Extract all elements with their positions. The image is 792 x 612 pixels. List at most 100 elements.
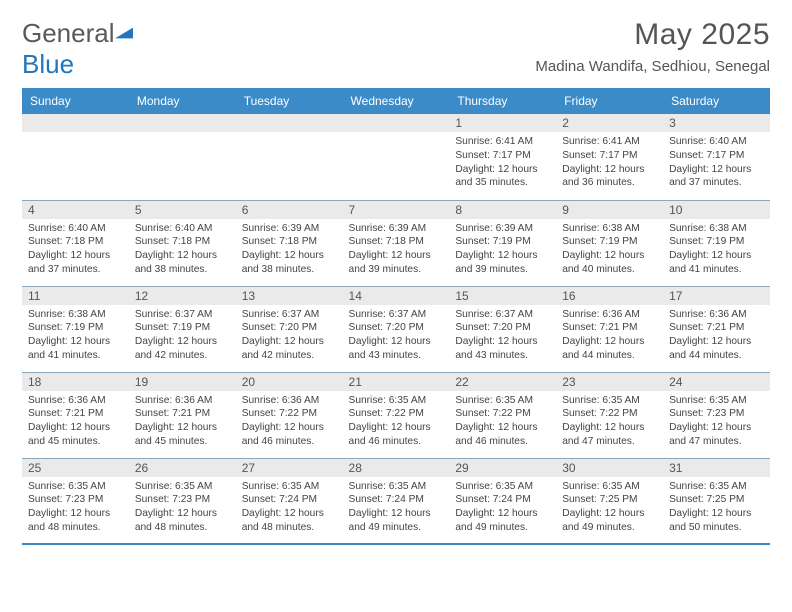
calendar-day-cell: 15Sunrise: 6:37 AMSunset: 7:20 PMDayligh… — [449, 286, 556, 372]
daylight-text: Daylight: 12 hours and 49 minutes. — [562, 507, 657, 535]
weekday-header: Wednesday — [343, 88, 450, 114]
sunset-text: Sunset: 7:20 PM — [349, 321, 444, 335]
day-details: Sunrise: 6:35 AMSunset: 7:25 PMDaylight:… — [663, 477, 770, 537]
calendar-day-cell: 5Sunrise: 6:40 AMSunset: 7:18 PMDaylight… — [129, 200, 236, 286]
daylight-text: Daylight: 12 hours and 48 minutes. — [135, 507, 230, 535]
sunrise-text: Sunrise: 6:35 AM — [455, 394, 550, 408]
day-details: Sunrise: 6:39 AMSunset: 7:19 PMDaylight:… — [449, 219, 556, 279]
date-number: 4 — [22, 201, 129, 219]
sunset-text: Sunset: 7:24 PM — [349, 493, 444, 507]
date-number: 17 — [663, 287, 770, 305]
sunset-text: Sunset: 7:18 PM — [242, 235, 337, 249]
date-number: 29 — [449, 459, 556, 477]
date-number: 8 — [449, 201, 556, 219]
calendar-day-cell: 12Sunrise: 6:37 AMSunset: 7:19 PMDayligh… — [129, 286, 236, 372]
day-details: Sunrise: 6:39 AMSunset: 7:18 PMDaylight:… — [236, 219, 343, 279]
calendar-day-cell: 8Sunrise: 6:39 AMSunset: 7:19 PMDaylight… — [449, 200, 556, 286]
sunrise-text: Sunrise: 6:36 AM — [28, 394, 123, 408]
calendar-week-row: 1Sunrise: 6:41 AMSunset: 7:17 PMDaylight… — [22, 114, 770, 200]
day-details: Sunrise: 6:37 AMSunset: 7:20 PMDaylight:… — [449, 305, 556, 365]
day-details: Sunrise: 6:36 AMSunset: 7:21 PMDaylight:… — [129, 391, 236, 451]
sunset-text: Sunset: 7:18 PM — [349, 235, 444, 249]
date-number: 10 — [663, 201, 770, 219]
calendar-day-cell: 2Sunrise: 6:41 AMSunset: 7:17 PMDaylight… — [556, 114, 663, 200]
daylight-text: Daylight: 12 hours and 47 minutes. — [669, 421, 764, 449]
date-number — [343, 114, 450, 132]
sunset-text: Sunset: 7:21 PM — [669, 321, 764, 335]
calendar-day-cell — [236, 114, 343, 200]
sunset-text: Sunset: 7:24 PM — [242, 493, 337, 507]
date-number: 18 — [22, 373, 129, 391]
daylight-text: Daylight: 12 hours and 38 minutes. — [135, 249, 230, 277]
calendar-day-cell: 21Sunrise: 6:35 AMSunset: 7:22 PMDayligh… — [343, 372, 450, 458]
daylight-text: Daylight: 12 hours and 50 minutes. — [669, 507, 764, 535]
daylight-text: Daylight: 12 hours and 45 minutes. — [135, 421, 230, 449]
weekday-header: Thursday — [449, 88, 556, 114]
location-subtitle: Madina Wandifa, Sedhiou, Senegal — [535, 58, 770, 75]
calendar-day-cell: 22Sunrise: 6:35 AMSunset: 7:22 PMDayligh… — [449, 372, 556, 458]
daylight-text: Daylight: 12 hours and 39 minutes. — [455, 249, 550, 277]
date-number: 5 — [129, 201, 236, 219]
daylight-text: Daylight: 12 hours and 49 minutes. — [349, 507, 444, 535]
sunset-text: Sunset: 7:25 PM — [562, 493, 657, 507]
calendar-day-cell: 24Sunrise: 6:35 AMSunset: 7:23 PMDayligh… — [663, 372, 770, 458]
day-details: Sunrise: 6:35 AMSunset: 7:23 PMDaylight:… — [129, 477, 236, 537]
logo-word1: General — [22, 18, 115, 48]
calendar-day-cell: 17Sunrise: 6:36 AMSunset: 7:21 PMDayligh… — [663, 286, 770, 372]
daylight-text: Daylight: 12 hours and 43 minutes. — [455, 335, 550, 363]
sunset-text: Sunset: 7:19 PM — [455, 235, 550, 249]
date-number: 23 — [556, 373, 663, 391]
sunset-text: Sunset: 7:17 PM — [455, 149, 550, 163]
calendar-day-cell: 1Sunrise: 6:41 AMSunset: 7:17 PMDaylight… — [449, 114, 556, 200]
sunset-text: Sunset: 7:20 PM — [455, 321, 550, 335]
calendar-day-cell: 11Sunrise: 6:38 AMSunset: 7:19 PMDayligh… — [22, 286, 129, 372]
sunset-text: Sunset: 7:19 PM — [669, 235, 764, 249]
date-number: 15 — [449, 287, 556, 305]
sunrise-text: Sunrise: 6:40 AM — [135, 222, 230, 236]
date-number: 24 — [663, 373, 770, 391]
daylight-text: Daylight: 12 hours and 38 minutes. — [242, 249, 337, 277]
weekday-header-row: Sunday Monday Tuesday Wednesday Thursday… — [22, 88, 770, 114]
sunrise-text: Sunrise: 6:35 AM — [562, 394, 657, 408]
day-details: Sunrise: 6:40 AMSunset: 7:18 PMDaylight:… — [129, 219, 236, 279]
sunset-text: Sunset: 7:22 PM — [455, 407, 550, 421]
calendar-week-row: 11Sunrise: 6:38 AMSunset: 7:19 PMDayligh… — [22, 286, 770, 372]
logo-word2: Blue — [22, 49, 74, 79]
calendar-day-cell: 19Sunrise: 6:36 AMSunset: 7:21 PMDayligh… — [129, 372, 236, 458]
daylight-text: Daylight: 12 hours and 45 minutes. — [28, 421, 123, 449]
day-details: Sunrise: 6:36 AMSunset: 7:21 PMDaylight:… — [556, 305, 663, 365]
weekday-header: Sunday — [22, 88, 129, 114]
day-details: Sunrise: 6:38 AMSunset: 7:19 PMDaylight:… — [663, 219, 770, 279]
weekday-header: Saturday — [663, 88, 770, 114]
day-details: Sunrise: 6:35 AMSunset: 7:25 PMDaylight:… — [556, 477, 663, 537]
daylight-text: Daylight: 12 hours and 46 minutes. — [349, 421, 444, 449]
calendar-day-cell — [343, 114, 450, 200]
day-details: Sunrise: 6:35 AMSunset: 7:24 PMDaylight:… — [449, 477, 556, 537]
daylight-text: Daylight: 12 hours and 37 minutes. — [669, 163, 764, 191]
sunset-text: Sunset: 7:22 PM — [349, 407, 444, 421]
daylight-text: Daylight: 12 hours and 42 minutes. — [135, 335, 230, 363]
calendar-week-row: 18Sunrise: 6:36 AMSunset: 7:21 PMDayligh… — [22, 372, 770, 458]
sunset-text: Sunset: 7:25 PM — [669, 493, 764, 507]
page-title: May 2025 — [535, 18, 770, 52]
calendar-day-cell: 23Sunrise: 6:35 AMSunset: 7:22 PMDayligh… — [556, 372, 663, 458]
sunrise-text: Sunrise: 6:39 AM — [349, 222, 444, 236]
sunset-text: Sunset: 7:17 PM — [669, 149, 764, 163]
weekday-header: Monday — [129, 88, 236, 114]
sunset-text: Sunset: 7:18 PM — [28, 235, 123, 249]
calendar-day-cell — [22, 114, 129, 200]
calendar-day-cell: 14Sunrise: 6:37 AMSunset: 7:20 PMDayligh… — [343, 286, 450, 372]
daylight-text: Daylight: 12 hours and 43 minutes. — [349, 335, 444, 363]
date-number: 13 — [236, 287, 343, 305]
sunrise-text: Sunrise: 6:35 AM — [669, 480, 764, 494]
sunrise-text: Sunrise: 6:36 AM — [135, 394, 230, 408]
calendar-day-cell: 6Sunrise: 6:39 AMSunset: 7:18 PMDaylight… — [236, 200, 343, 286]
sunrise-text: Sunrise: 6:35 AM — [349, 480, 444, 494]
calendar-day-cell: 16Sunrise: 6:36 AMSunset: 7:21 PMDayligh… — [556, 286, 663, 372]
sunrise-text: Sunrise: 6:37 AM — [455, 308, 550, 322]
date-number: 19 — [129, 373, 236, 391]
day-details: Sunrise: 6:35 AMSunset: 7:24 PMDaylight:… — [343, 477, 450, 537]
calendar-day-cell: 9Sunrise: 6:38 AMSunset: 7:19 PMDaylight… — [556, 200, 663, 286]
daylight-text: Daylight: 12 hours and 44 minutes. — [562, 335, 657, 363]
weekday-header: Tuesday — [236, 88, 343, 114]
